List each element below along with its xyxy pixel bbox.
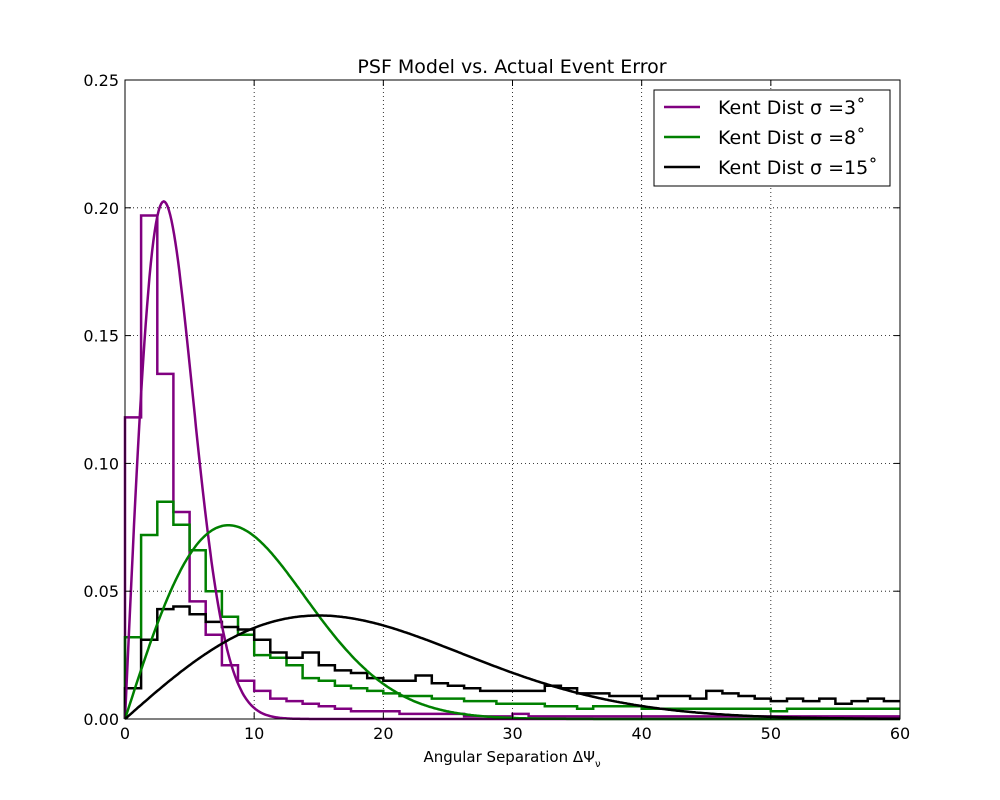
x-tick-label: 20 (373, 724, 393, 743)
x-tick-label: 60 (890, 724, 910, 743)
x-axis-label: Angular Separation ΔΨν (423, 748, 600, 770)
x-tick-label: 40 (631, 724, 651, 743)
x-tick-label: 0 (120, 724, 130, 743)
histogram-sigma15 (123, 605, 900, 719)
histogram-sigma8 (123, 500, 900, 719)
y-tick-label: 0.10 (83, 454, 119, 473)
legend: Kent Dist σ =3˚ Kent Dist σ =8˚ Kent Dis… (653, 89, 891, 187)
y-tick-label: 0.20 (83, 199, 119, 218)
axis-ticks (124, 79, 901, 720)
y-tick-label: 0.05 (83, 582, 119, 601)
y-tick-label: 0.15 (83, 327, 119, 346)
chart-title: PSF Model vs. Actual Event Error (357, 56, 666, 78)
grid-lines (125, 80, 900, 719)
x-tick-label: 50 (761, 724, 781, 743)
legend-label-sigma8: Kent Dist σ =8˚ (718, 127, 866, 149)
x-tick-label: 10 (244, 724, 264, 743)
x-tick-label: 30 (502, 724, 522, 743)
y-tick-label: 0.00 (83, 710, 119, 729)
x-tick-labels: 0 10 20 30 40 50 60 (120, 724, 910, 743)
histogram-sigma3 (123, 214, 900, 719)
y-tick-label: 0.25 (83, 71, 119, 90)
histogram-steps (123, 214, 900, 719)
y-tick-labels: 0.00 0.05 0.10 0.15 0.20 0.25 (83, 71, 119, 729)
legend-label-sigma15: Kent Dist σ =15˚ (718, 157, 878, 179)
legend-label-sigma3: Kent Dist σ =3˚ (718, 97, 866, 119)
